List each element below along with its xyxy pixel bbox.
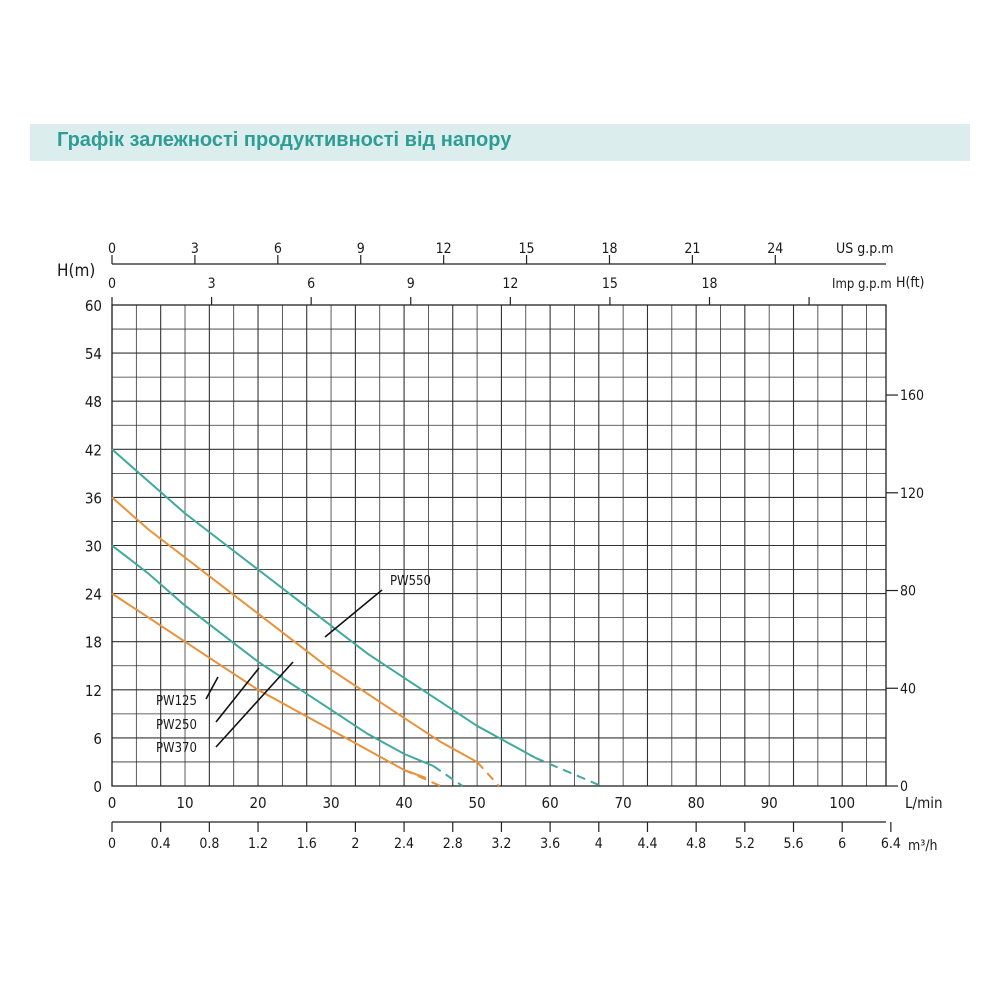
usgpm-tick-label: 6 <box>274 241 282 257</box>
y-right-tick-label: 0 <box>900 779 908 795</box>
y-tick-label: 60 <box>85 297 102 315</box>
y-tick-label: 6 <box>93 730 102 748</box>
usgpm-tick-label: 0 <box>108 241 116 257</box>
title-bar: Графік залежності продуктивності від нап… <box>30 124 970 161</box>
y-right-tick-label: 80 <box>900 584 916 600</box>
x-tick-label: 30 <box>322 794 339 812</box>
y-tick-label: 18 <box>85 634 102 652</box>
x-tick-label: 10 <box>176 794 193 812</box>
usgpm-tick-label: 12 <box>436 241 452 257</box>
y-tick-label: 54 <box>85 345 102 363</box>
y-right-tick-label: 40 <box>900 681 916 697</box>
y-tick-label: 24 <box>85 586 102 604</box>
x-tick-label: 20 <box>249 794 266 812</box>
leader-line-pw125 <box>205 676 219 700</box>
series-dashed-pw125 <box>403 769 442 787</box>
x-tick-label: 70 <box>615 794 632 812</box>
impgpm-tick-label: 18 <box>701 276 717 292</box>
leader-line-pw550 <box>324 589 383 638</box>
series-label-pw370: PW370 <box>156 741 197 756</box>
usgpm-tick-label: 24 <box>767 241 783 257</box>
series-line-pw125 <box>111 592 427 779</box>
m3h-tick-label: 1.6 <box>297 836 317 852</box>
leader-line-pw370 <box>215 661 294 748</box>
y-tick-label: 12 <box>85 682 102 700</box>
series-line-pw250 <box>111 544 434 767</box>
y-tick-label: 48 <box>85 393 102 411</box>
y-tick-label: 42 <box>85 441 102 459</box>
m3h-tick-label: 0 <box>108 836 116 852</box>
impgpm-tick-label: 9 <box>407 276 415 292</box>
m3h-tick-label: 3.6 <box>540 836 560 852</box>
x-tick-label: 90 <box>761 794 778 812</box>
m3h-tick-label: 6 <box>838 836 846 852</box>
x-tick-label: 80 <box>688 794 705 812</box>
y-right-tick-label: 120 <box>900 486 924 502</box>
x-axis-label: L/min <box>905 794 943 812</box>
m3h-axis-label: m³/h <box>908 838 938 854</box>
usgpm-axis-label: US g.p.m <box>836 241 893 257</box>
page-title: Графік залежності продуктивності від нап… <box>57 129 512 151</box>
y-tick-label: 36 <box>85 489 102 507</box>
series-dashed-pw370 <box>476 761 500 787</box>
m3h-tick-label: 3.2 <box>491 836 511 852</box>
m3h-tick-label: 2.4 <box>394 836 414 852</box>
m3h-tick-label: 1.2 <box>248 836 268 852</box>
usgpm-tick-label: 9 <box>357 241 365 257</box>
series-dashed-pw550 <box>535 756 602 787</box>
series-label-pw550: PW550 <box>390 574 431 589</box>
leader-line-pw250 <box>215 667 260 723</box>
series-line-pw550 <box>111 448 536 759</box>
m3h-tick-label: 4.4 <box>637 836 657 852</box>
usgpm-tick-label: 21 <box>684 241 700 257</box>
series-label-pw250: PW250 <box>156 718 197 733</box>
impgpm-tick-label: 12 <box>502 276 518 292</box>
x-tick-label: 40 <box>395 794 412 812</box>
m3h-tick-label: 2.8 <box>443 836 463 852</box>
series-dashed-pw250 <box>432 765 464 787</box>
y-right-axis-label: H(ft) <box>896 275 924 291</box>
impgpm-axis-label: Imp g.p.m <box>832 277 892 292</box>
impgpm-tick-label: 0 <box>108 276 116 292</box>
m3h-tick-label: 0.4 <box>151 836 171 852</box>
m3h-tick-label: 6.4 <box>881 836 901 852</box>
y-tick-label: 0 <box>93 778 102 796</box>
series-line-pw370 <box>111 496 478 763</box>
m3h-tick-label: 5.2 <box>735 836 755 852</box>
usgpm-tick-label: 3 <box>191 241 199 257</box>
m3h-tick-label: 2 <box>351 836 359 852</box>
x-tick-label: 50 <box>469 794 486 812</box>
x-tick-label: 100 <box>829 794 855 812</box>
usgpm-tick-label: 15 <box>519 241 535 257</box>
series-label-pw125: PW125 <box>156 694 197 709</box>
m3h-tick-label: 4.8 <box>686 836 706 852</box>
impgpm-tick-label: 6 <box>307 276 315 292</box>
y-tick-label: 30 <box>85 538 102 556</box>
m3h-tick-label: 4 <box>595 836 603 852</box>
y-right-tick-label: 160 <box>900 388 924 404</box>
x-tick-label: 0 <box>108 794 117 812</box>
m3h-tick-label: 0.8 <box>199 836 219 852</box>
m3h-tick-label: 5.6 <box>783 836 803 852</box>
usgpm-tick-label: 18 <box>601 241 617 257</box>
impgpm-tick-label: 15 <box>602 276 618 292</box>
impgpm-tick-label: 3 <box>208 276 216 292</box>
x-tick-label: 60 <box>542 794 559 812</box>
y-axis-label: H(m) <box>57 261 95 281</box>
